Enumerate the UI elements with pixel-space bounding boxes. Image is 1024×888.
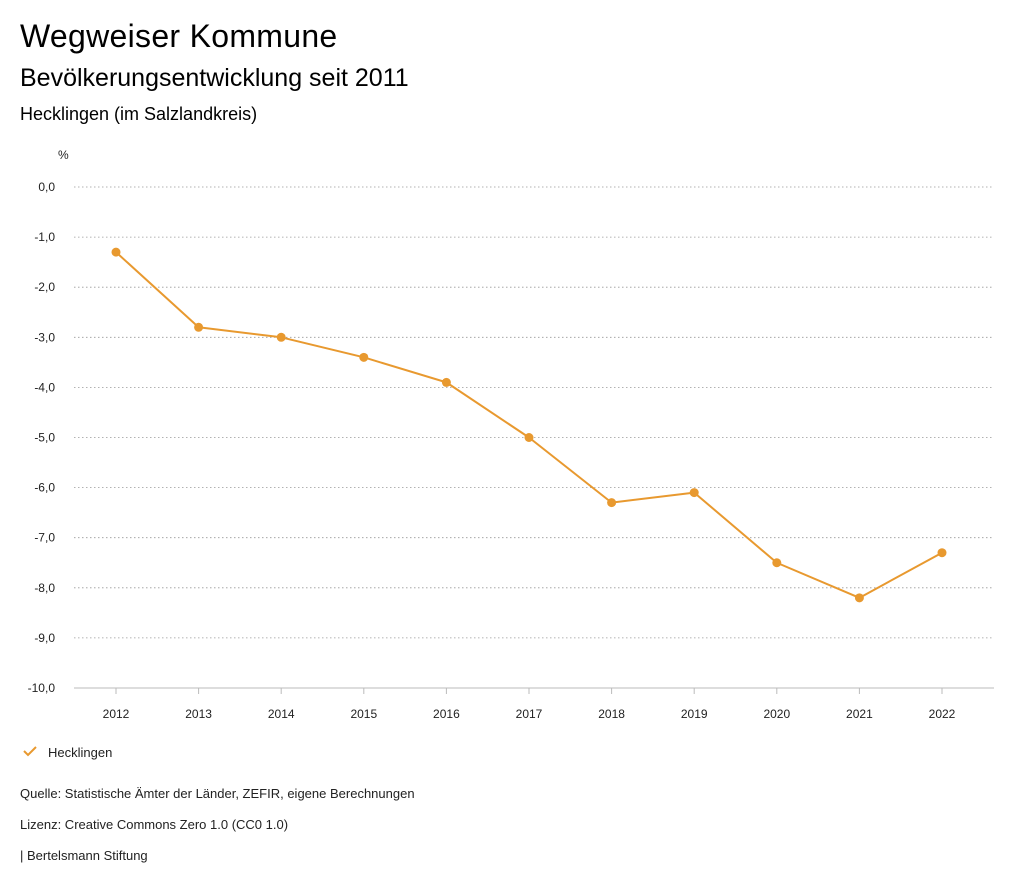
x-tick-label: 2017 [516, 707, 543, 721]
y-tick-label: 0,0 [38, 180, 55, 194]
data-point [524, 433, 534, 442]
data-point [359, 352, 369, 362]
y-tick-label: -8,0 [34, 581, 55, 595]
x-tick-label: 2013 [185, 707, 212, 721]
x-tick-label: 2022 [929, 707, 956, 721]
data-point [276, 332, 286, 342]
source-note: Quelle: Statistische Ämter der Länder, Z… [20, 786, 415, 801]
legend-label: Hecklingen [48, 745, 113, 760]
data-point [937, 548, 947, 558]
y-tick-label: -5,0 [34, 431, 55, 445]
y-tick-label: -3,0 [34, 330, 55, 344]
region-label: Hecklingen (im Salzlandkreis) [20, 104, 258, 124]
x-tick-label: 2020 [763, 707, 790, 721]
license-note: Lizenz: Creative Commons Zero 1.0 (CC0 1… [20, 817, 289, 832]
x-tick-label: 2019 [681, 707, 708, 721]
data-point [111, 247, 121, 257]
y-tick-label: -2,0 [34, 280, 55, 294]
x-tick-label: 2014 [268, 707, 295, 721]
chart-subtitle: Bevölkerungsentwicklung seit 2011 [20, 64, 409, 92]
data-point [689, 488, 699, 498]
y-tick-label: -7,0 [34, 531, 55, 545]
y-axis-unit: % [58, 148, 69, 162]
x-tick-label: 2021 [846, 707, 873, 721]
y-tick-label: -1,0 [34, 230, 55, 244]
org-note: | Bertelsmann Stiftung [20, 848, 148, 863]
x-tick-label: 2012 [103, 707, 130, 721]
y-tick-label: -4,0 [34, 380, 55, 394]
x-tick-label: 2016 [433, 707, 460, 721]
x-tick-label: 2015 [350, 707, 377, 721]
page-title: Wegweiser Kommune [20, 18, 338, 54]
y-tick-label: -9,0 [34, 631, 55, 645]
data-point [607, 498, 617, 508]
legend[interactable]: Hecklingen [22, 744, 112, 761]
x-tick-label: 2018 [598, 707, 625, 721]
check-icon [22, 744, 40, 761]
data-point [441, 377, 451, 387]
data-point [194, 322, 204, 332]
series-line [115, 251, 943, 599]
line-chart: % 0,0 -1,0 -2,0 -3,0 -4,0 -5,0 -6,0 -7,0 -8,0 -9,0… [28, 148, 994, 721]
y-tick-label: -10,0 [28, 681, 56, 695]
data-point [854, 593, 864, 603]
y-tick-label: -6,0 [34, 481, 55, 495]
data-point [772, 558, 782, 568]
